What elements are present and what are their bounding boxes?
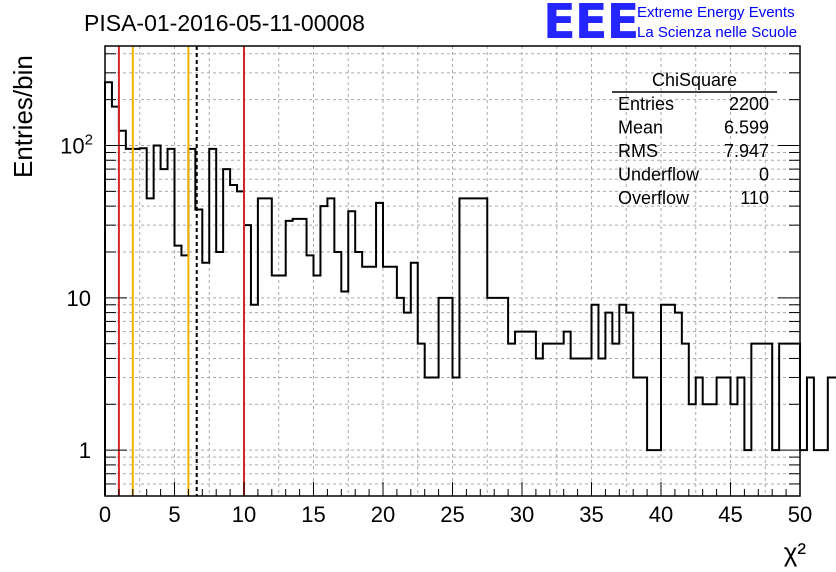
x-tick-label: 40 <box>649 502 673 527</box>
x-tick-label: 0 <box>99 502 111 527</box>
x-tick-label: 5 <box>168 502 180 527</box>
x-axis-label: χ² <box>784 537 807 567</box>
x-tick-label: 30 <box>510 502 534 527</box>
x-tick-label: 10 <box>232 502 256 527</box>
axes <box>104 45 801 497</box>
stats-value: 6.599 <box>724 118 769 138</box>
stats-label: Entries <box>618 94 674 114</box>
histogram-line <box>104 81 836 496</box>
stats-label: Overflow <box>618 188 690 208</box>
y-axis-label: Entries/bin <box>8 55 38 178</box>
grid <box>104 46 801 497</box>
stats-label: Mean <box>618 118 663 138</box>
page-title: PISA-01-2016-05-11-00008 <box>84 10 365 36</box>
histogram-series <box>104 81 836 496</box>
stats-label: RMS <box>618 141 658 161</box>
y-tick-label: 10 <box>67 286 91 311</box>
x-tick-label: 45 <box>718 502 742 527</box>
stats-value: 110 <box>740 188 769 208</box>
x-tick-label: 15 <box>301 502 325 527</box>
x-tick-label: 35 <box>579 502 603 527</box>
stats-box: ChiSquare Entries 2200 Mean 6.599 RMS 7.947 Und… <box>612 70 777 208</box>
y-tick-label: 102 <box>60 131 93 158</box>
x-tick-label: 20 <box>371 502 395 527</box>
stats-label: Underflow <box>618 165 700 185</box>
stats-header: ChiSquare <box>652 70 737 90</box>
logo-text-line-1: Extreme Energy Events <box>637 4 795 21</box>
logo-text-line-2: La Scienza nelle Scuole <box>637 24 798 41</box>
eee-logo: EEE <box>543 0 639 50</box>
y-tick-label: 1 <box>79 438 91 463</box>
stats-value: 7.947 <box>724 141 769 161</box>
stats-value: 0 <box>759 165 769 185</box>
reference-lines <box>117 46 245 496</box>
x-tick-label: 50 <box>788 502 812 527</box>
x-tick-label: 25 <box>440 502 464 527</box>
stats-value: 2200 <box>729 94 769 114</box>
